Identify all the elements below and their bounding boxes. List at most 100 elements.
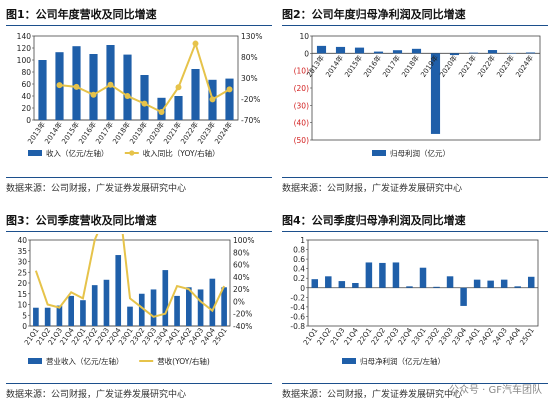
title-divider [282, 231, 548, 232]
legend-label: 归母净利润（亿元/左轴） [360, 356, 445, 366]
legend-swatch [28, 150, 42, 156]
y-tick-label: 40 [17, 236, 27, 245]
bar [174, 295, 180, 326]
legend-swatch [342, 358, 356, 364]
x-tick-label: 2015年 [343, 53, 365, 79]
chart-title: 图4：公司季度归母净利润及同比增速 [282, 214, 466, 227]
bar [392, 50, 403, 54]
y2-tick-label: -40% [233, 322, 252, 331]
y2-tick-label: 40% [233, 273, 250, 282]
bar [162, 270, 169, 326]
y-tick-label: 0 [22, 322, 27, 331]
chart-title: 图3：公司季度营收及同比增速 [6, 214, 157, 227]
bar [197, 289, 204, 326]
bar [138, 293, 145, 326]
legend-label: 收入（亿元/左轴） [46, 148, 109, 158]
yoy-point [192, 40, 199, 47]
legend-label: 营业收入（亿元/左轴） [46, 356, 124, 366]
bar [392, 262, 400, 288]
y-tick-label: (20) [294, 84, 309, 93]
yoy-line [34, 234, 226, 318]
bar [433, 286, 440, 288]
data-source: 数据来源：公司财报，广发证券发展研究中心 [282, 390, 463, 400]
profit-annual-chart: 100(10)(20)(30)(40)(50)2013年2014年2015年20… [294, 32, 541, 158]
y-tick-label: 10 [299, 32, 309, 41]
y2-tick-label: -20% [241, 95, 260, 104]
bar [115, 255, 122, 326]
y-tick-label: 0 [26, 116, 31, 125]
x-tick-label: 25Q1 [518, 327, 535, 347]
bar [406, 286, 413, 288]
source-divider [6, 383, 272, 384]
bar [221, 287, 227, 326]
y-tick-label: 35 [17, 247, 27, 256]
bar [338, 281, 346, 288]
revenue-annual-chart: 020406080100120140-70%-20%30%80%130%2013… [17, 32, 263, 158]
bar [68, 295, 74, 326]
y-tick-label: 0 [300, 284, 305, 293]
data-source: 数据来源：公司财报，广发证券发展研究中心 [282, 184, 463, 194]
source-divider [6, 177, 272, 178]
y-tick-label: 15 [17, 290, 27, 299]
bar [89, 54, 98, 120]
y-tick-label: 0 [304, 49, 309, 58]
y2-tick-label: 80% [241, 53, 258, 62]
bar [373, 51, 384, 54]
yoy-point [107, 81, 114, 88]
legend-marker [129, 150, 135, 156]
bar [316, 45, 327, 54]
yoy-point [56, 82, 63, 89]
bar [468, 52, 479, 54]
data-source: 数据来源：公司财报，广发证券发展研究中心 [6, 390, 187, 400]
bar [354, 47, 365, 54]
bar [379, 262, 386, 288]
plot-frame [307, 239, 539, 327]
y2-tick-label: -20% [233, 310, 252, 319]
legend-swatch [28, 358, 42, 364]
bar [487, 280, 494, 288]
yoy-point [90, 91, 97, 98]
y-tick-label: -0.6 [290, 312, 305, 321]
chart-panel-2: 图2：公司年度归母净利润及同比增速 10 0 (10) (20) (30) (40) (50… [282, 6, 550, 196]
x-tick-label: 2022年 [476, 53, 498, 79]
y-tick-label: 100 [17, 56, 32, 65]
bar [335, 46, 346, 54]
yoy-point [73, 83, 80, 90]
y-tick-label: -0.8 [290, 322, 305, 331]
y2-tick-label: 100% [233, 236, 254, 245]
y-tick-label: -0.4 [290, 303, 305, 312]
bar [150, 289, 157, 326]
bar [103, 279, 110, 326]
bar [525, 52, 536, 54]
y-tick-label: 5 [22, 311, 27, 320]
y-tick-label: 0.2 [293, 274, 305, 283]
yoy-point [141, 100, 148, 107]
bar [473, 279, 481, 288]
bar [430, 53, 441, 134]
bar [514, 286, 521, 288]
bar [449, 53, 460, 56]
legend-label: 归母利润（亿元） [390, 148, 450, 158]
y-tick-label: (10) [294, 67, 309, 76]
title-divider [6, 25, 272, 26]
bar [460, 287, 467, 306]
bar [127, 306, 133, 326]
bar [487, 50, 498, 54]
profit-quarterly-chart: -0.8-0.6-0.4-0.200.20.40.60.8121Q121Q221… [290, 236, 539, 366]
y-tick-label: (40) [294, 119, 309, 128]
yoy-point [158, 109, 165, 116]
bar [446, 276, 454, 288]
y2-tick-label: 130% [241, 32, 262, 41]
y-tick-label: 20 [17, 279, 27, 288]
y-tick-label: -0.2 [290, 293, 305, 302]
chart-panel-3: 图3：公司季度营收及同比增速 0 5 10 15 20 25 30 35 40 -40% -20% 0… [6, 212, 274, 402]
y2-tick-label: 80% [233, 248, 250, 257]
x-tick-label: 2014年 [324, 53, 346, 79]
y-tick-label: 60 [21, 80, 31, 89]
bar [411, 48, 422, 54]
source-divider [282, 383, 548, 384]
data-source: 数据来源：公司财报，广发证券发展研究中心 [6, 184, 187, 194]
bar [191, 69, 200, 120]
x-tick-label: 2021年 [457, 53, 479, 79]
yoy-point [124, 93, 131, 100]
